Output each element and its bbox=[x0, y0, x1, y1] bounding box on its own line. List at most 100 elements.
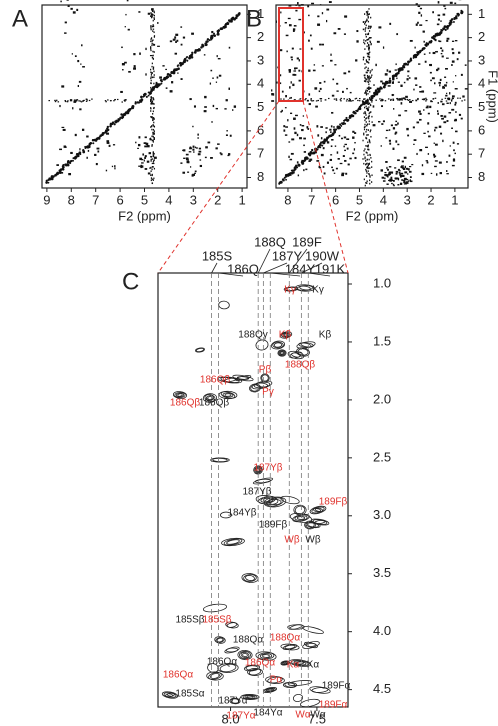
peak bbox=[366, 158, 368, 161]
peak bbox=[200, 46, 203, 49]
y-tick-label: 3 bbox=[257, 52, 264, 67]
peak bbox=[279, 49, 283, 52]
peak bbox=[207, 141, 211, 144]
contour bbox=[248, 668, 262, 676]
peak bbox=[114, 165, 116, 168]
peak bbox=[56, 164, 59, 166]
peak bbox=[408, 170, 412, 173]
peak bbox=[198, 150, 202, 153]
peak bbox=[94, 139, 98, 142]
peak bbox=[362, 21, 365, 23]
peak bbox=[142, 153, 145, 156]
peak bbox=[197, 137, 200, 139]
peak-label: 189Fβ bbox=[319, 497, 348, 508]
peak bbox=[369, 27, 371, 30]
peak bbox=[151, 25, 154, 28]
peak bbox=[150, 47, 152, 50]
peak bbox=[283, 98, 285, 100]
peak bbox=[153, 18, 155, 21]
peak bbox=[447, 25, 450, 27]
x-tick-label: 5 bbox=[141, 192, 148, 207]
peak bbox=[366, 167, 369, 169]
peak bbox=[434, 126, 438, 129]
peak bbox=[441, 55, 444, 58]
peak bbox=[369, 179, 371, 182]
peak bbox=[77, 154, 80, 158]
peak bbox=[162, 65, 165, 67]
peak bbox=[292, 29, 295, 32]
peak bbox=[323, 80, 326, 83]
peak bbox=[445, 100, 448, 102]
x-tick-label: 3 bbox=[190, 192, 197, 207]
peak bbox=[349, 91, 352, 94]
peak bbox=[454, 103, 457, 106]
peak bbox=[140, 95, 143, 99]
peak bbox=[217, 57, 221, 60]
peak bbox=[446, 37, 450, 40]
peak bbox=[425, 146, 428, 149]
peak bbox=[421, 90, 425, 93]
peak bbox=[70, 7, 73, 10]
peak bbox=[364, 67, 366, 70]
peak bbox=[151, 13, 153, 15]
peak bbox=[386, 175, 389, 178]
peak bbox=[461, 11, 463, 14]
y-tick-label: 5 bbox=[257, 99, 264, 114]
peak bbox=[157, 45, 160, 47]
peak bbox=[183, 157, 186, 159]
peak bbox=[404, 110, 408, 112]
peak bbox=[151, 65, 153, 68]
peak bbox=[310, 148, 314, 152]
peak bbox=[102, 132, 105, 135]
peak bbox=[344, 149, 346, 152]
peak bbox=[150, 115, 152, 118]
peak bbox=[456, 58, 459, 61]
peak bbox=[179, 63, 183, 66]
peak bbox=[150, 40, 152, 43]
peak bbox=[368, 140, 371, 142]
peak bbox=[389, 22, 392, 25]
peak-label: Wα bbox=[295, 710, 310, 721]
peak bbox=[153, 51, 155, 53]
peak bbox=[385, 129, 389, 132]
peak bbox=[74, 133, 77, 137]
peak bbox=[349, 116, 352, 119]
peak bbox=[124, 99, 127, 101]
peak bbox=[176, 64, 179, 68]
peak bbox=[362, 58, 364, 61]
peak bbox=[390, 98, 392, 101]
peak bbox=[403, 81, 406, 84]
peak bbox=[433, 142, 435, 144]
x-tick-label: 1 bbox=[451, 192, 458, 207]
peak bbox=[298, 59, 300, 62]
peak bbox=[366, 166, 369, 168]
peak bbox=[288, 24, 292, 27]
peak-label: 189Fβ bbox=[259, 520, 288, 531]
contour bbox=[311, 687, 329, 693]
contour bbox=[309, 505, 327, 515]
peak bbox=[363, 116, 366, 118]
contour bbox=[289, 624, 303, 630]
peak bbox=[109, 100, 112, 102]
peak bbox=[91, 98, 93, 100]
peak bbox=[381, 98, 383, 100]
contour bbox=[165, 692, 175, 698]
peak bbox=[174, 36, 177, 39]
peak bbox=[390, 99, 392, 101]
peak bbox=[232, 109, 234, 111]
contour bbox=[167, 693, 173, 697]
contour bbox=[161, 691, 179, 699]
x-axis-label: F2 (ppm) bbox=[118, 208, 171, 223]
contour bbox=[226, 539, 240, 545]
peak bbox=[310, 47, 313, 50]
peak bbox=[367, 88, 370, 90]
peak bbox=[86, 135, 89, 138]
peak bbox=[151, 182, 153, 185]
peak bbox=[417, 98, 419, 101]
contour bbox=[257, 652, 275, 660]
peak bbox=[417, 21, 419, 24]
peak bbox=[285, 175, 288, 178]
peak bbox=[347, 163, 350, 166]
peak bbox=[153, 17, 155, 19]
